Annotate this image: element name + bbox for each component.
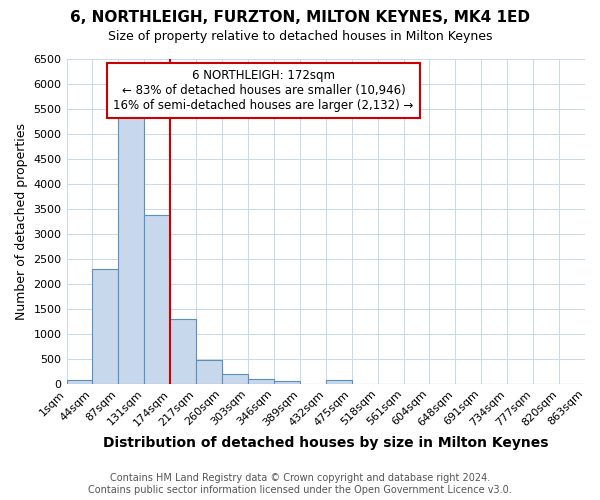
Bar — [222, 374, 248, 384]
Bar — [248, 379, 274, 384]
Bar — [67, 380, 92, 384]
Bar — [145, 215, 170, 384]
Text: 6, NORTHLEIGH, FURZTON, MILTON KEYNES, MK4 1ED: 6, NORTHLEIGH, FURZTON, MILTON KEYNES, M… — [70, 10, 530, 25]
Text: Size of property relative to detached houses in Milton Keynes: Size of property relative to detached ho… — [108, 30, 492, 43]
Bar — [196, 360, 222, 384]
Text: 6 NORTHLEIGH: 172sqm
← 83% of detached houses are smaller (10,946)
16% of semi-d: 6 NORTHLEIGH: 172sqm ← 83% of detached h… — [113, 68, 414, 112]
Bar — [326, 380, 352, 384]
X-axis label: Distribution of detached houses by size in Milton Keynes: Distribution of detached houses by size … — [103, 436, 548, 450]
Bar — [170, 319, 196, 384]
Bar — [92, 269, 118, 384]
Bar — [274, 381, 300, 384]
Bar — [118, 113, 145, 384]
Y-axis label: Number of detached properties: Number of detached properties — [15, 123, 28, 320]
Text: Contains HM Land Registry data © Crown copyright and database right 2024.
Contai: Contains HM Land Registry data © Crown c… — [88, 474, 512, 495]
